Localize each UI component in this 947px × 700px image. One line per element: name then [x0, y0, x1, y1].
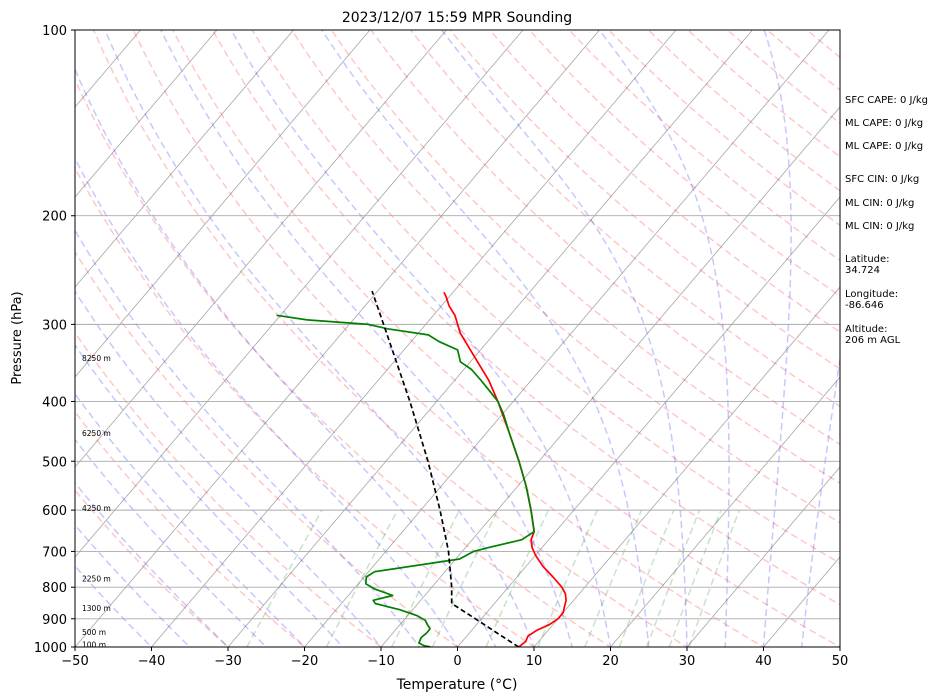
- moist-adiabat-line: [230, 30, 612, 647]
- height-label: 8250 m: [82, 354, 111, 363]
- annotation-label: SFC CAPE: 0 J/kg: [845, 95, 928, 106]
- dry-adiabat-line: [449, 30, 840, 370]
- height-label: 500 m: [82, 628, 106, 637]
- isotherm-line: [75, 30, 371, 378]
- x-tick-label: −20: [291, 654, 318, 669]
- x-tick-label: 40: [755, 654, 772, 669]
- dry-adiabat-line: [410, 30, 840, 408]
- y-tick-label: 900: [42, 613, 67, 628]
- mixing-ratio-line: [618, 509, 675, 647]
- dry-adiabat-line: [75, 331, 383, 647]
- x-tick-label: 10: [526, 654, 543, 669]
- annotation-label: ML CIN: 0 J/kg: [845, 221, 914, 232]
- height-label: 100 m: [82, 640, 106, 649]
- isotherm-line: [75, 30, 218, 198]
- isotherm-line: [457, 196, 840, 647]
- moist-adiabat-line: [75, 289, 382, 647]
- isotherm-line: [75, 30, 294, 288]
- parcel-profile-line: [371, 290, 520, 647]
- moist-adiabat-line: [762, 30, 792, 647]
- dry-adiabat-line: [211, 30, 840, 606]
- x-axis-label: Temperature (°C): [396, 677, 518, 693]
- x-tick-label: −30: [214, 654, 241, 669]
- dry-adiabat-line: [370, 30, 840, 446]
- x-tick-label: 20: [602, 654, 619, 669]
- moist-adiabat-line: [321, 30, 650, 647]
- isotherm-line: [75, 30, 600, 647]
- height-label: 1300 m: [82, 604, 111, 613]
- isotherm-line: [380, 106, 840, 647]
- mixing-ratio-line: [645, 509, 701, 647]
- moist-adiabat-line: [160, 30, 574, 647]
- y-tick-label: 600: [42, 504, 67, 519]
- annotations-panel: SFC CAPE: 0 J/kg ML CAPE: 0 J/kg ML CAPE: …: [845, 95, 928, 346]
- annotation-label: Longitude:: [845, 289, 898, 300]
- isotherm-line: [75, 30, 447, 468]
- dry-adiabat-line: [172, 30, 840, 647]
- height-label: 2250 m: [82, 575, 111, 584]
- isotherm-line: [75, 30, 524, 558]
- isotherm-line: [686, 466, 840, 647]
- annotation-label: ML CAPE: 0 J/kg: [845, 118, 923, 129]
- annotation-value: 34.724: [845, 265, 880, 276]
- y-tick-label: 100: [42, 24, 67, 39]
- dry-adiabat-line: [75, 410, 306, 647]
- dry-adiabat-line: [291, 30, 840, 524]
- y-tick-label: 300: [42, 318, 67, 333]
- x-axis: −50 −40 −30 −20 −10 0 10 20 30 40 50: [61, 647, 848, 669]
- isotherm-line: [227, 30, 753, 647]
- dry-adiabat-line: [528, 30, 840, 297]
- y-tick-label: 500: [42, 455, 67, 470]
- dry-adiabat-line: [330, 30, 840, 485]
- x-tick-label: −40: [138, 654, 165, 669]
- moist-adiabat-line: [104, 30, 535, 647]
- x-tick-label: 50: [832, 654, 849, 669]
- moist-adiabat-line: [75, 392, 306, 647]
- dry-adiabat-line: [75, 78, 612, 647]
- mixing-ratio-line: [668, 509, 722, 647]
- moist-adiabat-line: [75, 438, 268, 647]
- dry-adiabat-line: [251, 30, 840, 565]
- moist-adiabat-line: [598, 30, 730, 647]
- y-tick-label: 1000: [34, 641, 67, 656]
- y-axis-label: Pressure (hPa): [10, 291, 25, 384]
- x-tick-label: 30: [679, 654, 696, 669]
- y-tick-label: 200: [42, 210, 67, 225]
- chart-title: 2023/12/07 15:59 MPR Sounding: [342, 10, 572, 26]
- annotation-value: 206 m AGL: [845, 335, 901, 346]
- isotherm-line: [151, 30, 677, 647]
- moist-adiabat-line: [801, 353, 840, 647]
- moist-adiabat-line: [75, 481, 230, 647]
- annotation-label: SFC CIN: 0 J/kg: [845, 174, 919, 185]
- x-tick-label: −10: [367, 654, 394, 669]
- dry-adiabat-line: [489, 30, 840, 333]
- moist-adiabat-line: [75, 156, 459, 647]
- dry-adiabat-line: [75, 250, 459, 647]
- profiles: [276, 290, 567, 647]
- y-tick-label: 700: [42, 545, 67, 560]
- annotation-label: ML CIN: 0 J/kg: [845, 198, 914, 209]
- dry-adiabat-line: [92, 30, 689, 647]
- temperature-line: [443, 291, 567, 647]
- y-tick-label: 400: [42, 395, 67, 410]
- isotherm-line: [610, 376, 840, 647]
- height-label: 6250 m: [82, 429, 111, 438]
- x-tick-label: 0: [453, 654, 461, 669]
- height-label: 4250 m: [82, 504, 111, 513]
- annotation-label: Latitude:: [845, 254, 890, 265]
- moist-adiabat-line: [75, 67, 497, 647]
- isotherm-line: [533, 286, 840, 647]
- annotation-label: Altitude:: [845, 324, 887, 335]
- y-tick-label: 800: [42, 581, 67, 596]
- dry-adiabat-line: [75, 166, 536, 647]
- mixing-ratio-line: [688, 509, 741, 647]
- dewpoint-line: [276, 314, 536, 647]
- x-tick-label: −50: [61, 654, 88, 669]
- height-labels: 100 m 500 m 1300 m 2250 m 4250 m 6250 m 8250 m: [82, 354, 111, 649]
- annotation-value: -86.646: [845, 300, 884, 311]
- isotherm-line: [304, 30, 830, 647]
- y-axis: 1000 900 800 700 600 500 400 300 200 100: [34, 24, 75, 656]
- annotation-label: ML CAPE: 0 J/kg: [845, 141, 923, 152]
